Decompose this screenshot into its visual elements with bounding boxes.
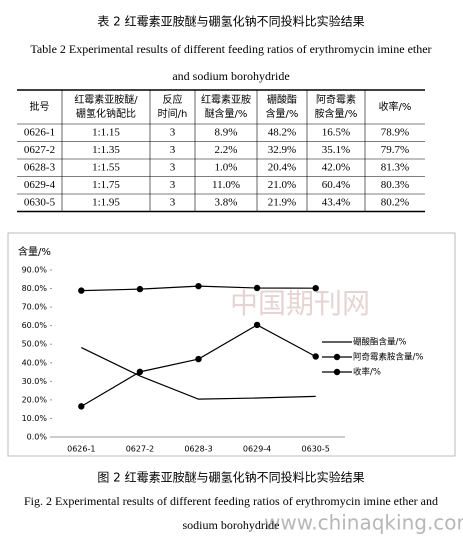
table-cell: 81.3% (381, 161, 409, 173)
x-tick-label: 0626-1 (67, 445, 95, 454)
table-cell: 3.8% (215, 196, 238, 208)
data-point (312, 284, 319, 292)
data-line (81, 347, 316, 400)
table-header: 胺含量/% (315, 107, 358, 120)
y-tick-label: 60.0% (22, 321, 48, 330)
table-cell: 3 (170, 179, 176, 191)
data-point (136, 368, 144, 376)
data-point (195, 355, 202, 363)
table-cell: 3 (170, 144, 176, 156)
data-point (253, 321, 261, 329)
table-cell: 79.7% (381, 144, 409, 156)
table-header: 红霉素亚胺醚/ (74, 93, 138, 106)
table-cell: 2.2% (215, 144, 238, 156)
table-cell: 0627-2 (24, 144, 55, 156)
y-tick-label: 30.0% (22, 377, 48, 386)
legend-marker (333, 353, 341, 361)
watermark: 中国期刊网 (230, 287, 370, 320)
table-header: 批号 (30, 100, 50, 113)
table-header: 醚含量/% (205, 107, 248, 120)
watermark: www.chinaqking.com (264, 511, 463, 535)
data-point (253, 284, 261, 292)
x-tick-label: 0630-5 (302, 445, 330, 454)
figure-caption-cn: 图 2 红霉素亚胺醚与硼氢化钠不同投料比实验结果 (97, 470, 364, 485)
y-tick-label: 40.0% (22, 358, 48, 367)
y-tick-label: 70.0% (22, 303, 48, 312)
table-cell: 48.2% (268, 126, 296, 138)
table-header: 反应 (163, 93, 183, 106)
table-cell: 43.4% (322, 196, 350, 208)
table-cell: 0628-3 (24, 161, 56, 173)
table-cell: 80.3% (381, 179, 409, 191)
table-cell: 1:1.75 (92, 179, 120, 191)
table-cell: 3 (170, 196, 176, 208)
table-cell: 20.4% (268, 161, 296, 173)
x-tick-label: 0629-4 (243, 445, 271, 454)
chart-frame (7, 232, 456, 457)
table-header: 时间/h (158, 107, 188, 120)
data-point (136, 285, 144, 293)
legend-label: 收率/% (353, 367, 381, 378)
y-tick-label: 50.0% (22, 340, 48, 349)
table-header: 收率/% (379, 100, 412, 113)
table-header: 含量/% (266, 107, 299, 120)
legend-label: 硼酸酯含量/% (353, 337, 406, 348)
table-cell: 1:1.35 (92, 144, 120, 156)
legend-marker (333, 368, 341, 376)
table-cell: 8.9% (215, 126, 238, 138)
y-tick-label: 0.0% (27, 433, 48, 442)
table-cell: 16.5% (322, 126, 350, 138)
table-cell: 78.9% (381, 126, 409, 138)
table-cell: 32.9% (268, 144, 296, 156)
table-cell: 1:1.15 (92, 126, 120, 138)
table-cell: 80.2% (381, 196, 409, 208)
y-axis-label: 含量/% (18, 245, 51, 258)
y-tick-label: 10.0% (22, 414, 48, 423)
table-cell: 1:1.95 (92, 196, 120, 208)
table-header: 阿奇霉素 (316, 93, 356, 106)
data-point (78, 287, 85, 294)
table-cell: 21.0% (268, 179, 296, 191)
legend-label: 阿奇霉素胺含量/% (353, 352, 423, 363)
data-point (312, 353, 319, 360)
y-tick-label: 80.0% (22, 284, 48, 293)
table-cell: 11.0% (212, 179, 240, 191)
x-tick-label: 0628-3 (184, 445, 212, 454)
data-point (195, 282, 202, 290)
table-cell: 0630-5 (24, 196, 56, 208)
table-cell: 3 (170, 126, 176, 138)
table-cell: 0626-1 (24, 126, 55, 138)
table-header: 硼酸酯 (267, 93, 297, 106)
table-caption-en: Table 2 Experimental results of differen… (30, 42, 431, 56)
x-tick-label: 0627-2 (126, 445, 154, 454)
table-cell: 42.0% (322, 161, 350, 173)
y-tick-label: 20.0% (22, 395, 48, 404)
table-cell: 0629-4 (24, 179, 56, 191)
y-tick-label: 90.0% (22, 266, 48, 275)
data-line (80, 324, 316, 407)
table-caption-en: and sodium borohydride (172, 69, 289, 83)
table-caption-cn: 表 2 红霉素亚胺醚与硼氢化钠不同投料比实验结果 (97, 14, 364, 29)
table-cell: 21.9% (268, 196, 296, 208)
table-header: 红霉素亚胺 (201, 93, 251, 106)
table-header: 硼氢化钠配比 (76, 107, 136, 120)
table-cell: 35.1% (322, 144, 350, 156)
table-cell: 1:1.55 (92, 161, 120, 173)
figure-caption-en: sodium borohydride (183, 518, 280, 532)
table-cell: 1.0% (215, 161, 238, 173)
data-point (78, 403, 85, 410)
table-cell: 60.4% (322, 179, 350, 191)
figure-caption-en: Fig. 2 Experimental results of different… (24, 494, 438, 508)
table-cell: 3 (170, 161, 176, 173)
